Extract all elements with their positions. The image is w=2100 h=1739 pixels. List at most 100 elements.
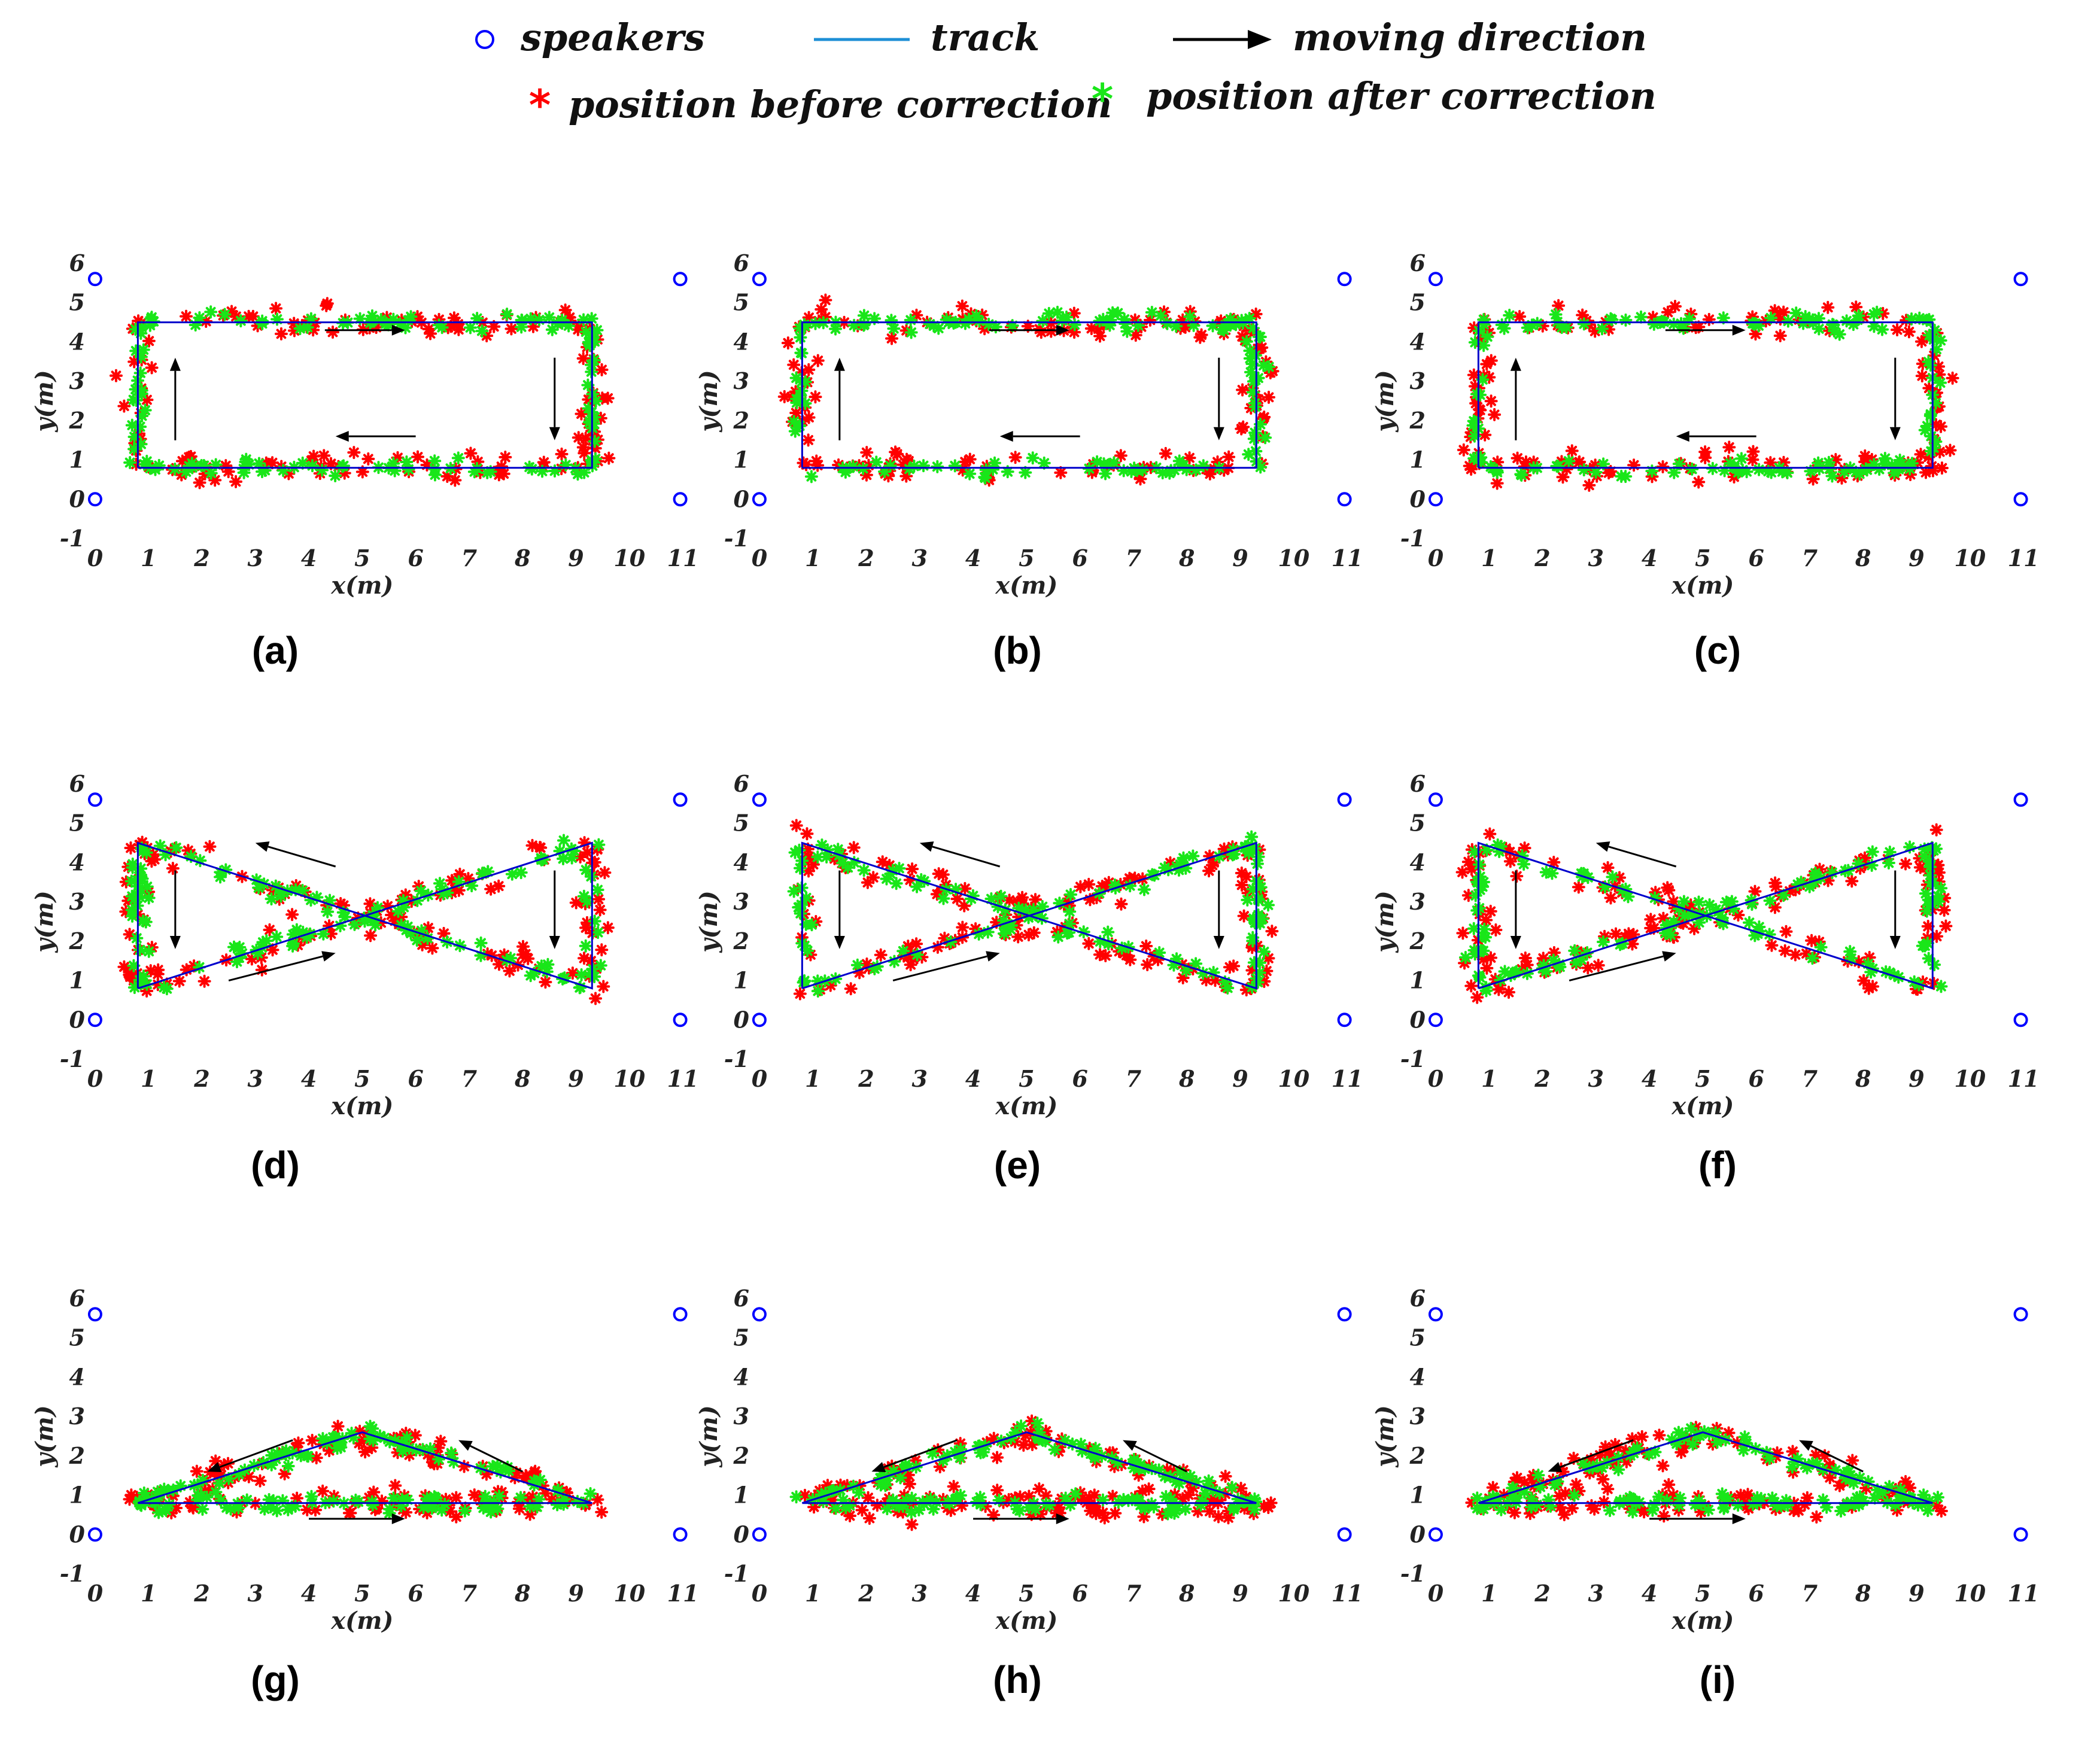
x-tick-label: 5 (354, 1580, 370, 1607)
x-tick-label: 2 (193, 1580, 209, 1607)
point-after (1781, 1498, 1795, 1512)
point-after (500, 308, 514, 321)
x-tick-label: 9 (1908, 1580, 1924, 1607)
point-after (1084, 1447, 1098, 1461)
point-before (1558, 1486, 1572, 1500)
x-tick-label: 11 (667, 545, 699, 571)
point-after (857, 864, 871, 877)
point-after (1626, 1505, 1640, 1519)
point-after (321, 905, 335, 919)
point-after (133, 366, 147, 380)
point-before (861, 1491, 875, 1504)
point-before (572, 431, 585, 445)
point-before (1203, 1504, 1217, 1518)
speaker-marker (2013, 272, 2028, 287)
y-tick-label: -1 (724, 1560, 749, 1587)
point-after (1178, 1502, 1192, 1516)
point-before (1935, 461, 1949, 475)
point-after (230, 955, 244, 969)
point-before (1644, 913, 1658, 926)
point-before (801, 433, 815, 447)
point-after (1685, 462, 1699, 476)
point-before (245, 952, 259, 966)
y-tick-label: 4 (1410, 328, 1426, 355)
point-after (1660, 1494, 1674, 1507)
x-tick-label: 8 (1178, 1065, 1195, 1092)
point-after (1196, 459, 1210, 473)
x-tick-label: 0 (752, 545, 768, 571)
point-before (789, 819, 803, 832)
point-before (197, 974, 211, 988)
direction-arrow (892, 951, 1000, 982)
x-tick-label: 4 (1642, 1065, 1657, 1092)
speaker-marker (2013, 1527, 2028, 1542)
point-before (905, 862, 919, 876)
x-tick-label: 6 (1748, 545, 1764, 571)
point-after (1055, 314, 1069, 327)
point-after (1715, 1487, 1729, 1501)
x-tick-label: 3 (1588, 1580, 1604, 1607)
x-tick-label: 11 (2008, 1065, 2040, 1092)
point-before (449, 1510, 463, 1524)
point-before (1821, 300, 1835, 314)
point-before (1051, 1445, 1065, 1458)
point-after (904, 313, 917, 327)
y-tick-label: 6 (1410, 770, 1426, 797)
x-tick-label: 5 (354, 545, 370, 571)
panel-c: 0 1 2 3 4 5 6 7 8 9 10 11 -1 0 1 2 3 4 5 6 x(m) y(m) (1371, 250, 2041, 619)
point-before (1746, 445, 1760, 458)
point-after (910, 880, 924, 893)
point-after (152, 1506, 166, 1519)
point-after (401, 314, 415, 327)
point-before (172, 974, 186, 988)
point-before (932, 867, 946, 881)
panel-label-c: (c) (1694, 629, 1742, 672)
point-before (1511, 451, 1524, 465)
x-axis-label: x(m) (1671, 1092, 1734, 1120)
point-after (584, 966, 598, 980)
point-before (1656, 460, 1670, 474)
point-before (528, 1464, 542, 1478)
point-before (555, 447, 569, 461)
point-after (880, 1502, 894, 1516)
x-tick-label: 10 (1954, 1065, 1986, 1092)
point-before (589, 992, 603, 1005)
point-after (1550, 459, 1564, 473)
direction-arrow (973, 1513, 1069, 1524)
point-before (1484, 904, 1497, 918)
point-after (1924, 875, 1938, 889)
point-after (127, 442, 141, 456)
point-before (819, 293, 832, 307)
y-tick-label: 1 (1410, 967, 1426, 994)
point-after (301, 1449, 315, 1463)
point-before (1218, 1469, 1232, 1483)
point-after (169, 841, 183, 855)
direction-arrow (1649, 1513, 1746, 1524)
point-after (327, 1494, 341, 1508)
point-before (1108, 1506, 1122, 1520)
point-before (1032, 1482, 1046, 1495)
point-before (597, 980, 610, 993)
point-before (305, 1434, 319, 1448)
point-after (1473, 388, 1487, 402)
point-after (1239, 335, 1253, 348)
direction-arrow (871, 1439, 958, 1472)
point-after (979, 463, 993, 477)
point-before (1044, 317, 1058, 330)
point-before (300, 1503, 314, 1516)
y-axis-label: y(m) (1371, 1405, 1399, 1467)
point-after (189, 318, 202, 332)
point-before (1456, 926, 1470, 940)
series-after (1458, 838, 1948, 998)
point-before (1464, 979, 1478, 993)
point-after (1677, 895, 1691, 908)
point-after (1539, 965, 1553, 978)
point-before (601, 921, 615, 935)
point-after (1060, 926, 1074, 940)
y-tick-label: -1 (1400, 1560, 1426, 1587)
y-tick-label: 2 (69, 1442, 85, 1469)
point-after (1458, 951, 1472, 965)
point-before (445, 874, 459, 887)
y-tick-label: 5 (734, 289, 749, 316)
